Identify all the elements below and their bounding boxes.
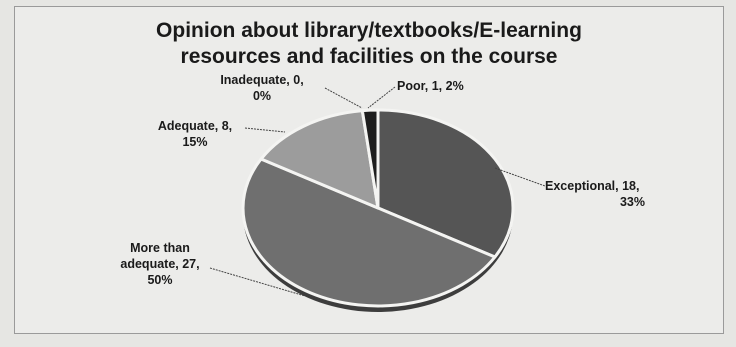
pie-slice-2 [259, 109, 380, 210]
slice-label-3: Inadequate, 0, 0% [220, 73, 303, 103]
slice-label-4: Poor, 1, 2% [397, 79, 464, 93]
slice-label-1-line-2: 50% [147, 273, 172, 287]
slice-label-2-line-0: Adequate, 8, [158, 119, 232, 133]
slice-label-2-line-1: 15% [182, 135, 207, 149]
chart-title: Opinion about library/textbooks/E-learni… [14, 18, 724, 70]
leader-line-1 [209, 267, 306, 297]
pie-slice-0 [376, 108, 515, 259]
chart-title-line-1: Opinion about library/textbooks/E-learni… [156, 19, 582, 42]
slice-label-3-line-1: 0% [253, 89, 271, 103]
slice-label-0-line-0: Exceptional, 18, [545, 179, 639, 193]
slice-label-1-line-0: More than [130, 241, 190, 255]
pie-slice-1 [241, 157, 497, 308]
leader-line-2 [244, 127, 286, 133]
pie-slice-4 [360, 108, 380, 210]
slice-label-1: More than adequate, 27, 50% [120, 241, 199, 287]
chart-title-line-2: resources and facilities on the course [180, 45, 558, 68]
slice-label-3-line-0: Inadequate, 0, [220, 73, 303, 87]
leader-line-3 [324, 87, 363, 109]
slice-label-2: Adequate, 8, 15% [158, 119, 232, 149]
slice-label-1-line-1: adequate, 27, [120, 257, 199, 271]
slice-label-0: Exceptional, 18, 33% [545, 179, 645, 209]
slice-label-4-line-0: Poor, 1, 2% [397, 79, 464, 93]
slice-label-0-line-1: 33% [620, 195, 645, 209]
leader-line-4 [367, 86, 396, 109]
